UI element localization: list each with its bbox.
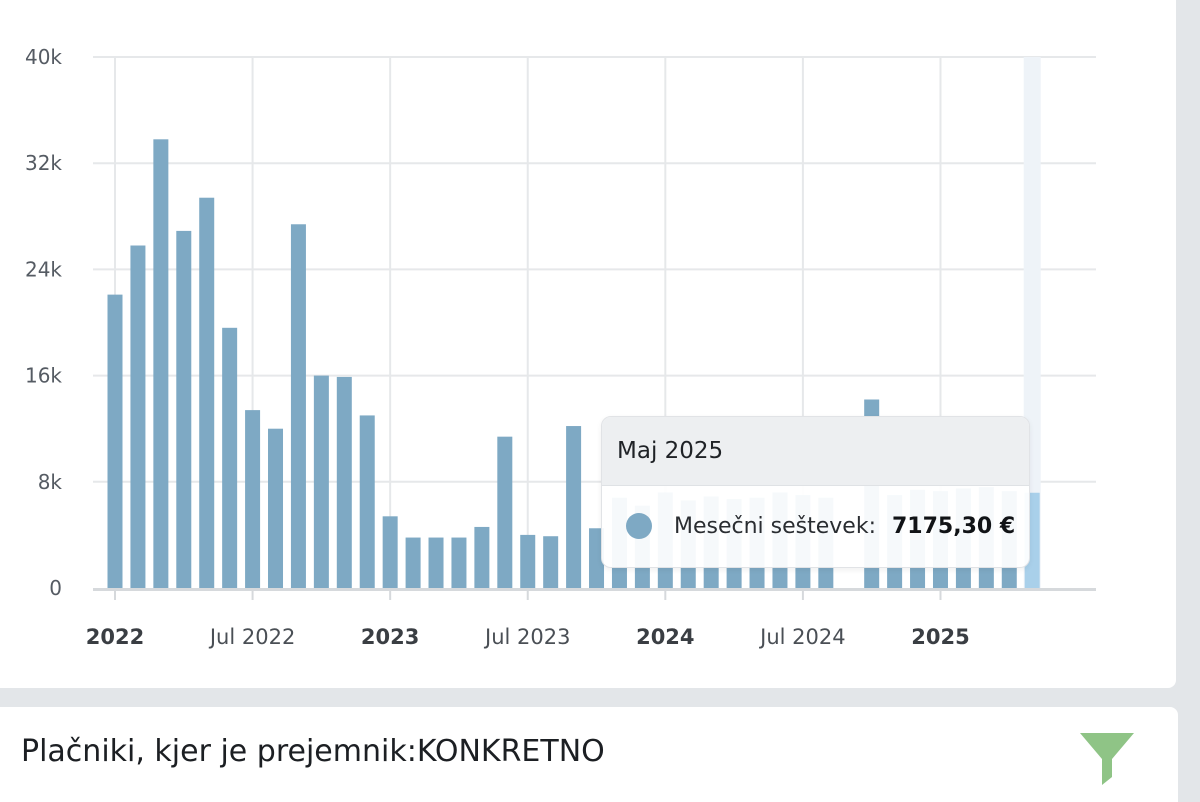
bar-2023-03[interactable] bbox=[428, 537, 444, 588]
x-tick-label: Jul 2023 bbox=[483, 625, 570, 649]
bar-2022-02[interactable] bbox=[130, 245, 146, 588]
bar-2023-06[interactable] bbox=[497, 436, 513, 588]
bar-chart: 0 8k 16k 24k 32k 40k 2022 Jul 2022 2023 Jul 2023… bbox=[25, 45, 1096, 649]
tooltip-series-label: Mesečni seštevek: bbox=[674, 513, 876, 539]
x-tick-label: 2022 bbox=[86, 625, 144, 649]
bar-2022-10[interactable] bbox=[313, 375, 329, 588]
bar-2022-12[interactable] bbox=[359, 415, 375, 588]
bar-2023-04[interactable] bbox=[451, 537, 467, 588]
tooltip-row: Mesečni seštevek: 7175,30 € bbox=[602, 486, 1029, 566]
y-tick-label: 24k bbox=[25, 257, 62, 281]
bar-2022-07[interactable] bbox=[245, 410, 261, 588]
bar-2023-08[interactable] bbox=[543, 536, 559, 588]
chart-card: 0 8k 16k 24k 32k 40k 2022 Jul 2022 2023 Jul 2023… bbox=[0, 0, 1176, 688]
filter-icon[interactable] bbox=[1078, 731, 1136, 787]
bar-2023-07[interactable] bbox=[520, 534, 536, 588]
bar-2022-04[interactable] bbox=[176, 230, 192, 588]
bar-2023-10[interactable] bbox=[589, 528, 605, 588]
y-tick-labels: 0 8k 16k 24k 32k 40k bbox=[25, 45, 62, 600]
bar-2022-01[interactable] bbox=[107, 294, 123, 588]
axes bbox=[93, 588, 1096, 600]
bar-2023-09[interactable] bbox=[566, 426, 582, 588]
tooltip-value: 7175,30 € bbox=[892, 513, 1016, 539]
x-tick-label: Jul 2022 bbox=[208, 625, 295, 649]
bar-2022-06[interactable] bbox=[222, 327, 238, 588]
x-tick-label: 2024 bbox=[636, 625, 694, 649]
y-tick-label: 32k bbox=[25, 151, 62, 175]
x-tick-label: Jul 2024 bbox=[758, 625, 845, 649]
filter-prefix: Plačniki, kjer je prejemnik: bbox=[21, 734, 417, 769]
bar-2022-03[interactable] bbox=[153, 139, 169, 588]
filter-bar[interactable]: Plačniki, kjer je prejemnik:KONKRETNO bbox=[0, 707, 1178, 802]
bar-2022-11[interactable] bbox=[336, 376, 352, 588]
bar-2022-09[interactable] bbox=[290, 224, 306, 588]
bar-2023-01[interactable] bbox=[382, 516, 398, 588]
bar-2022-05[interactable] bbox=[199, 197, 215, 588]
bar-2023-05[interactable] bbox=[474, 526, 490, 588]
series-color-dot bbox=[626, 513, 652, 539]
y-tick-label: 16k bbox=[25, 364, 62, 388]
bar-2023-02[interactable] bbox=[405, 537, 421, 588]
x-tick-label: 2025 bbox=[911, 625, 969, 649]
filter-description: Plačniki, kjer je prejemnik:KONKRETNO bbox=[21, 734, 605, 769]
y-tick-label: 0 bbox=[49, 576, 62, 600]
tooltip-title: Maj 2025 bbox=[602, 417, 1029, 486]
filter-value: KONKRETNO bbox=[416, 734, 605, 769]
bar-2022-08[interactable] bbox=[268, 428, 284, 588]
y-tick-label: 40k bbox=[25, 45, 62, 69]
x-tick-label: 2023 bbox=[361, 625, 419, 649]
y-tick-label: 8k bbox=[38, 470, 63, 494]
x-tick-labels: 2022 Jul 2022 2023 Jul 2023 2024 Jul 2024 2025 bbox=[86, 625, 970, 649]
chart-tooltip: Maj 2025 Mesečni seštevek: 7175,30 € bbox=[601, 416, 1030, 568]
